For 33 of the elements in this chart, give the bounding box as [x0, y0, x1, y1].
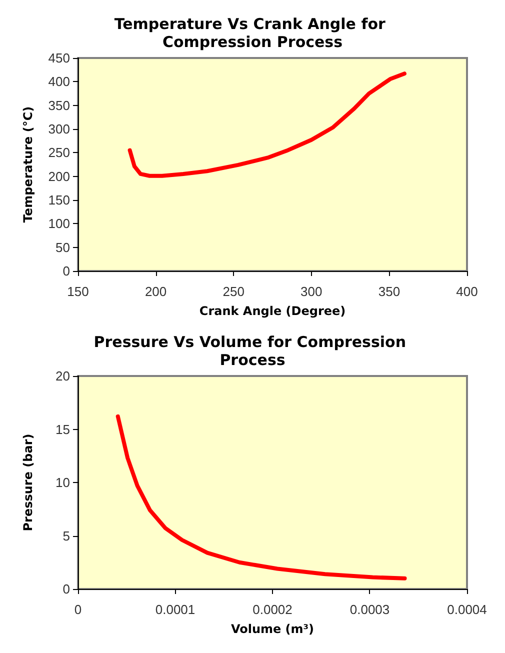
x-tick-label: 350: [378, 284, 400, 299]
y-axis-title: Pressure (bar): [21, 434, 35, 532]
y-tick-label: 15: [56, 422, 70, 437]
x-tick-label: 0.0003: [350, 602, 390, 617]
y-tick-label: 0: [62, 582, 70, 596]
y-tick-label: 200: [48, 168, 70, 184]
y-tick-label: 0: [62, 264, 70, 278]
x-tick-label: 0.0004: [447, 602, 487, 617]
y-tick-label: 400: [48, 74, 70, 90]
y-tick-label: 10: [56, 475, 70, 490]
y-axis-title: Temperature (°C): [21, 106, 35, 223]
y-tick-label: 350: [48, 98, 70, 113]
x-tick-label: 0.0001: [155, 602, 196, 617]
y-tick-label: 250: [48, 145, 70, 160]
x-tick-label: 0.0002: [252, 602, 292, 617]
y-tick-label: 20: [56, 368, 70, 384]
x-axis-title: Crank Angle (Degree): [199, 304, 346, 318]
y-tick-label: 150: [48, 192, 70, 208]
y-tick-label: 450: [48, 50, 70, 66]
y-tick-label: 5: [62, 528, 70, 544]
line-series: [128, 72, 406, 178]
chart-title: Pressure Vs Volume for Compression Process: [94, 333, 412, 369]
x-tick-label: 400: [456, 284, 478, 299]
x-tick-label: 250: [222, 284, 244, 299]
line-series: [116, 414, 407, 580]
x-axis-title: Volume (m³): [230, 622, 314, 636]
x-tick-label: 0: [74, 602, 82, 617]
x-tick-label: 300: [300, 284, 322, 299]
chart-title: Temperature Vs Crank Angle for Compression Process: [114, 15, 391, 51]
y-tick-label: 50: [56, 240, 70, 255]
y-tick-label: 300: [48, 122, 70, 136]
y-tick-label: 100: [48, 216, 70, 232]
x-tick-label: 200: [144, 284, 167, 299]
